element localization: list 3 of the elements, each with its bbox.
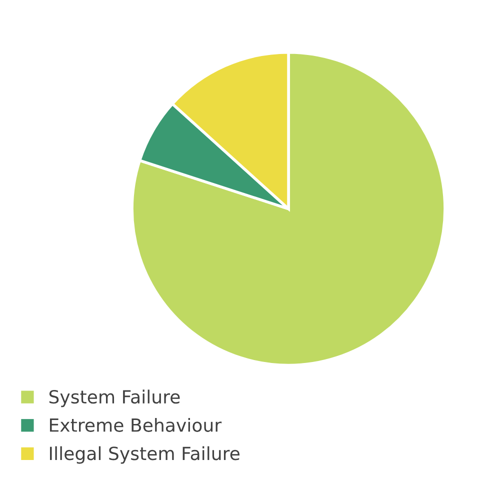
legend-label: Illegal System Failure (50, 446, 240, 464)
legend-label: Extreme Behaviour (50, 418, 222, 432)
legend-label: System Failure (49, 390, 180, 408)
